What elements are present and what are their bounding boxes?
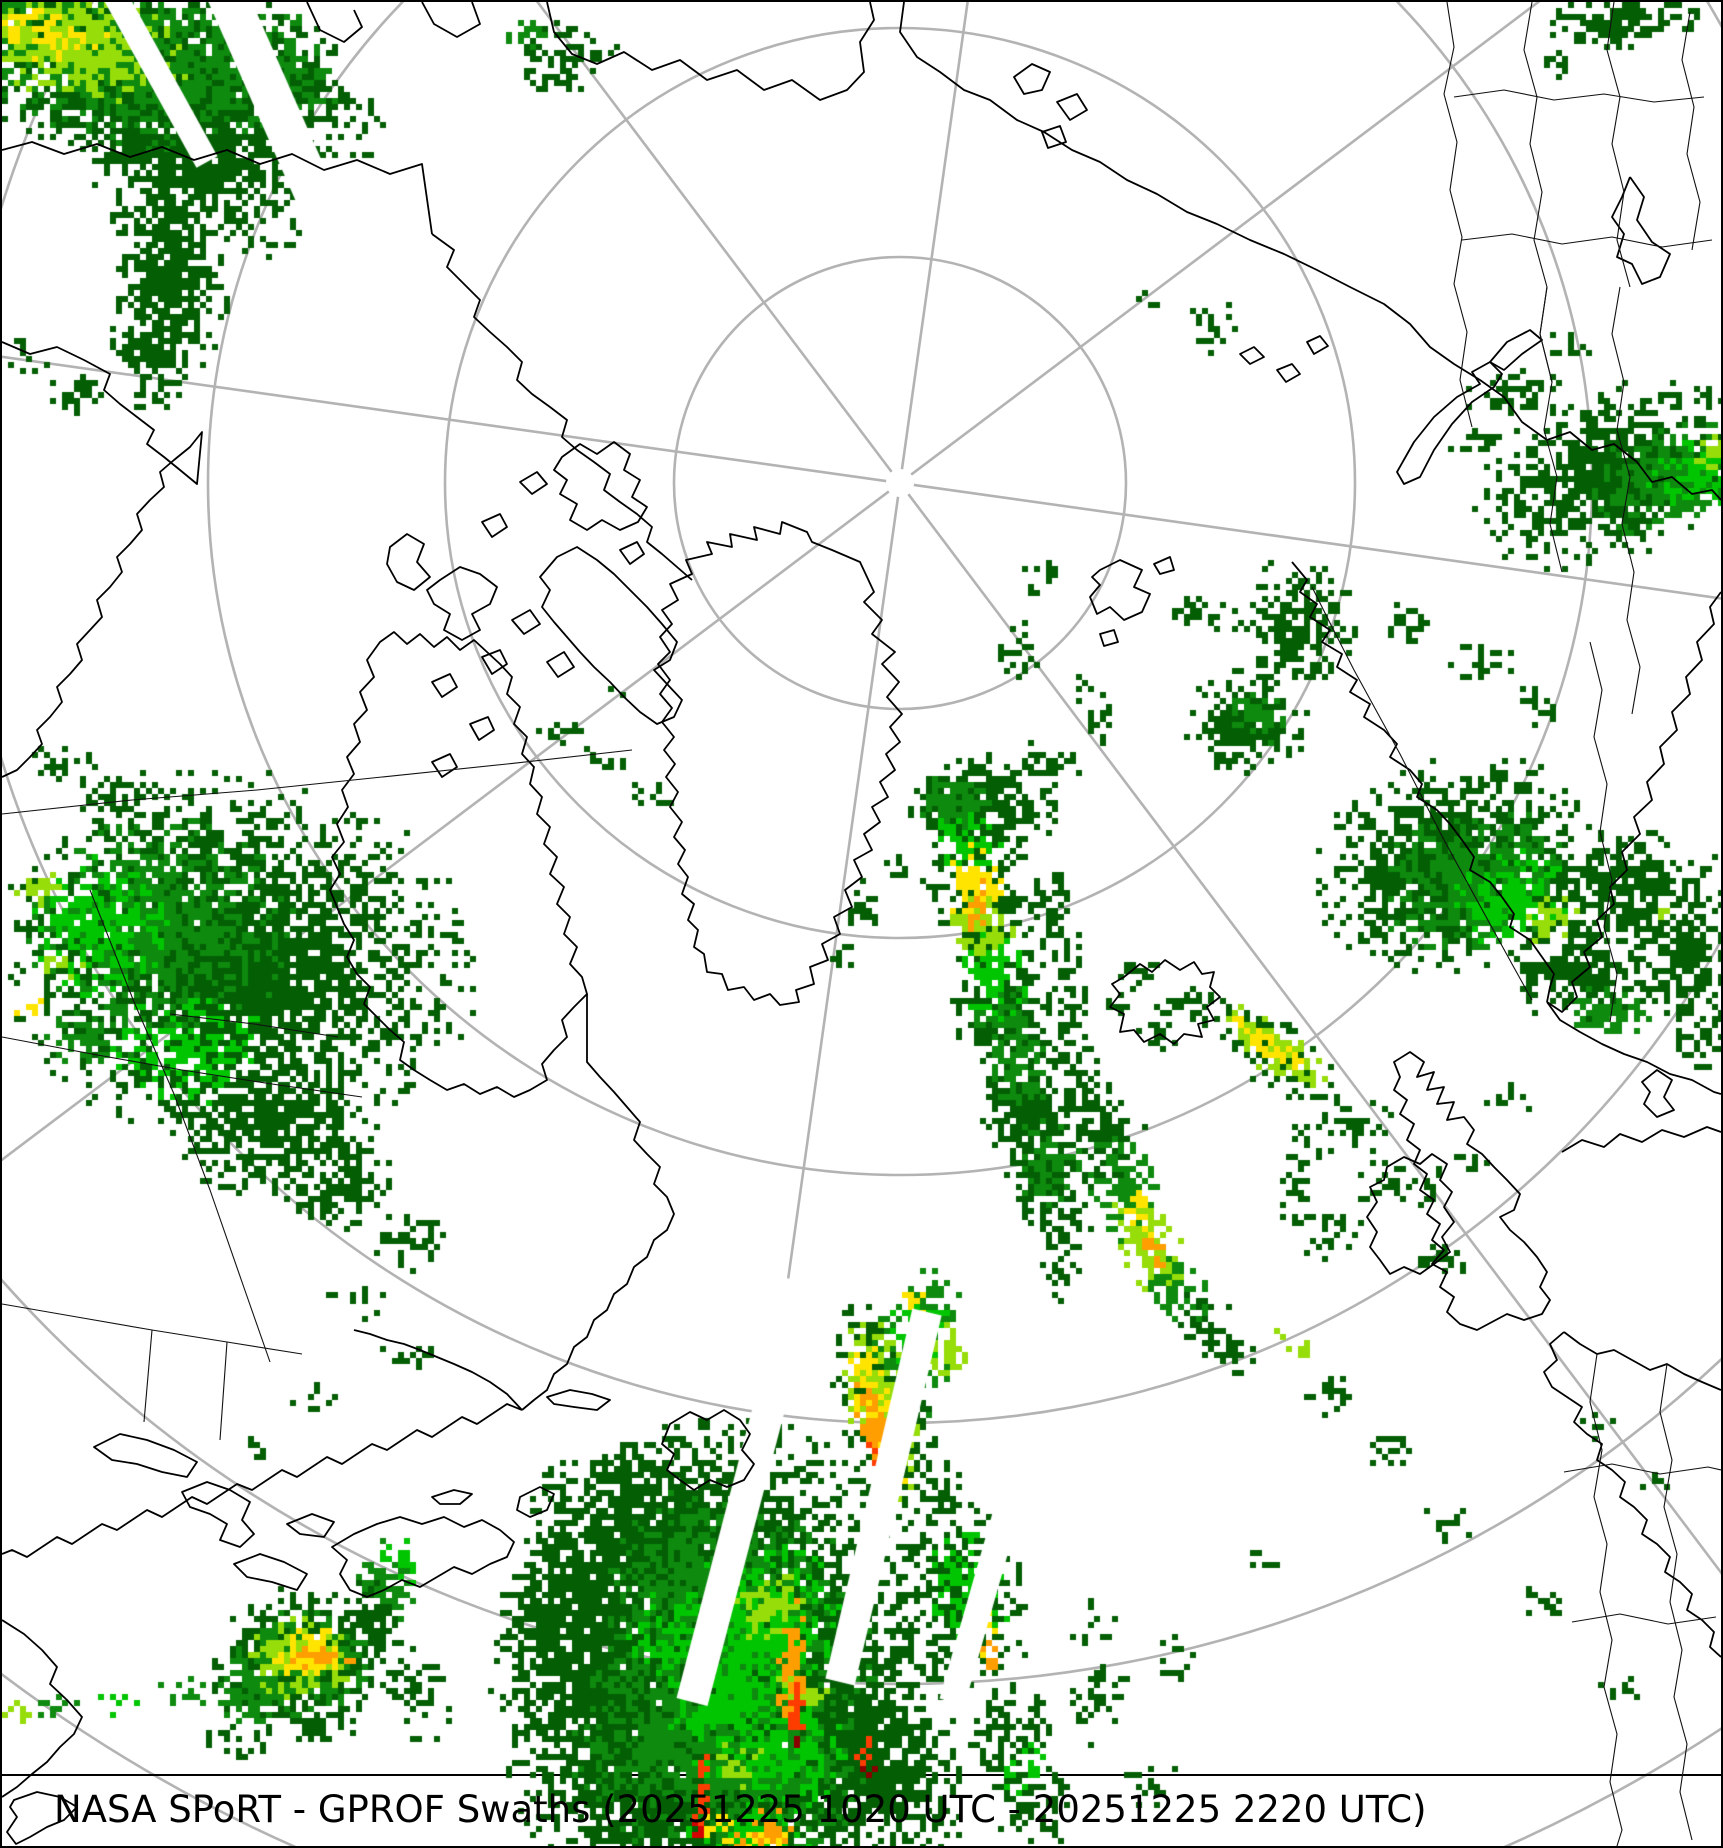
map-caption: NASA SPoRT - GPROF Swaths (20251225 1020… (54, 1788, 1427, 1831)
